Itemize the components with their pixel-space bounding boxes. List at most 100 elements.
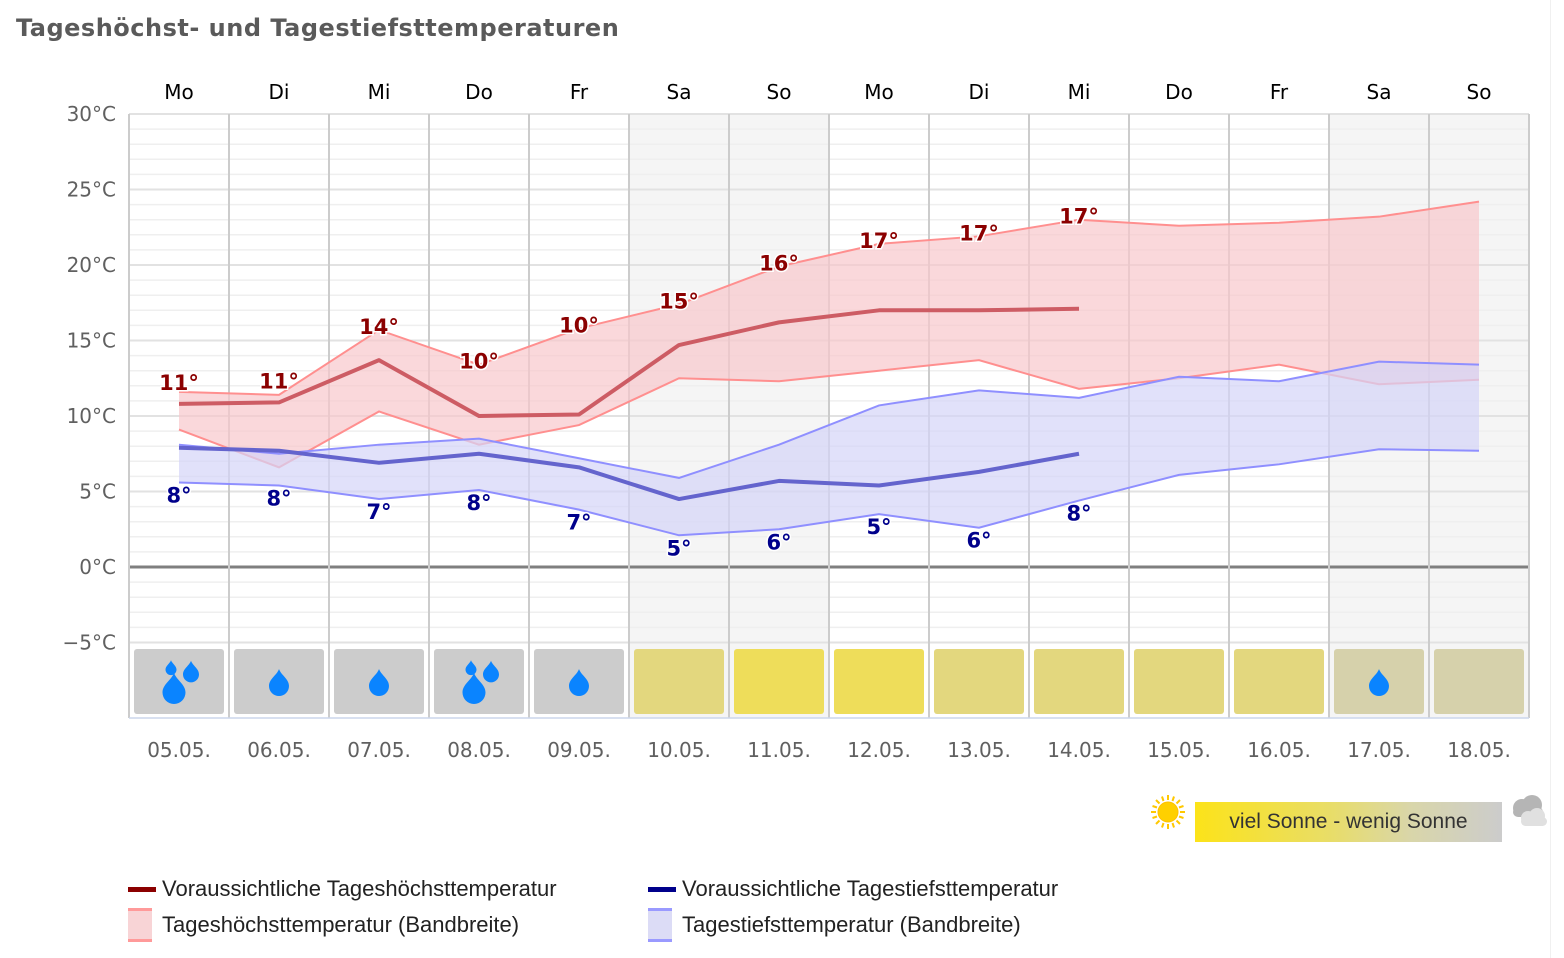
band-lower-line xyxy=(178,359,1480,469)
legend-label: Voraussichtliche Tageshöchsttemperatur xyxy=(162,876,557,901)
sunshine-box xyxy=(1234,649,1324,714)
y-axis-tick-labels: 30°C 25°C 20°C 15°C 10°C 5°C 0°C −5°C xyxy=(63,102,116,655)
weekday-label: Mo xyxy=(164,80,194,104)
weekday-label: Fr xyxy=(570,80,589,104)
sunshine-box xyxy=(1134,649,1224,714)
weather-cell xyxy=(334,649,424,714)
y-tick-label: 20°C xyxy=(67,253,116,277)
cloud-icon xyxy=(1513,795,1547,826)
sunshine-box xyxy=(934,649,1024,714)
rain-drop-icon xyxy=(369,669,389,696)
weekday-label: Fr xyxy=(1270,80,1289,104)
weather-cell xyxy=(734,649,824,714)
sunshine-box xyxy=(734,649,824,714)
x-tick-label: 05.05. xyxy=(147,738,211,762)
low-data-label: 6° xyxy=(766,530,791,554)
high-data-label: 10° xyxy=(459,350,499,374)
x-tick-label: 16.05. xyxy=(1247,738,1311,762)
weather-cell xyxy=(234,649,324,714)
y-tick-label: 15°C xyxy=(67,329,116,353)
low-data-label: 8° xyxy=(166,483,191,507)
band-upper-line xyxy=(178,360,1480,479)
weather-cell xyxy=(1134,649,1224,714)
rain-drop-icon xyxy=(1369,669,1389,696)
high-data-label: 14° xyxy=(359,315,399,339)
weekday-labels: Mo Di Mi Do Fr Sa So Mo Di Mi Do Fr Sa So xyxy=(164,80,1491,104)
rain-drop-shape xyxy=(165,660,177,676)
x-tick-label: 09.05. xyxy=(547,738,611,762)
heavy-rain-icon xyxy=(462,660,499,704)
legend-item-low-band[interactable]: Tagestiefsttemperatur (Bandbreite) xyxy=(648,908,1021,942)
weather-cell xyxy=(1334,649,1424,714)
y-tick-label: 0°C xyxy=(79,555,116,579)
low-forecast-line xyxy=(178,445,1080,502)
rain-drop-icon xyxy=(569,669,589,696)
legend-label: Tageshöchsttemperatur (Bandbreite) xyxy=(162,912,520,937)
x-tick-label: 18.05. xyxy=(1447,738,1511,762)
weekday-label: Mi xyxy=(1068,80,1091,104)
low-data-label: 6° xyxy=(966,529,991,553)
sunshine-scale-bar: viel Sonne - wenig Sonne xyxy=(1195,802,1502,842)
band-upper-line xyxy=(178,200,1480,396)
low-data-label: 5° xyxy=(866,515,891,539)
weekday-label: Di xyxy=(969,80,990,104)
x-tick-label: 17.05. xyxy=(1347,738,1411,762)
high-data-label: 15° xyxy=(659,289,699,313)
y-tick-label: −5°C xyxy=(63,631,116,655)
low-data-label: 8° xyxy=(466,491,491,515)
high-data-label: 17° xyxy=(1059,205,1099,229)
heavy-rain-icon xyxy=(162,660,199,704)
weather-row xyxy=(134,649,1524,714)
high-forecast-line xyxy=(178,306,1080,418)
weather-cell xyxy=(534,649,624,714)
weekday-label: So xyxy=(1467,80,1492,104)
rain-drop-shape xyxy=(465,660,477,676)
y-tick-label: 10°C xyxy=(67,404,116,428)
weekday-label: Sa xyxy=(1367,80,1392,104)
y-tick-label: 5°C xyxy=(79,480,116,504)
weather-cell xyxy=(1034,649,1124,714)
weather-cell xyxy=(1234,649,1324,714)
y-tick-label: 25°C xyxy=(67,178,116,202)
legend-line-swatch xyxy=(128,886,156,892)
band-area xyxy=(179,361,1479,536)
temperature-lines xyxy=(178,306,1080,502)
low-data-label: 8° xyxy=(1066,502,1091,526)
legend-item-high-forecast[interactable]: Voraussichtliche Tageshöchsttemperatur xyxy=(128,876,557,902)
weather-cell xyxy=(134,649,224,714)
weather-cell xyxy=(434,649,524,714)
rain-drop-shape xyxy=(569,669,589,696)
weekday-label: Mo xyxy=(864,80,894,104)
legend-item-low-forecast[interactable]: Voraussichtliche Tagestiefsttemperatur xyxy=(648,876,1058,902)
high-data-label: 11° xyxy=(259,369,299,393)
y-tick-label: 30°C xyxy=(67,102,116,126)
low-data-label: 7° xyxy=(366,500,391,524)
high-data-label: 17° xyxy=(959,221,999,245)
weekday-label: Di xyxy=(269,80,290,104)
sunshine-box xyxy=(634,649,724,714)
x-tick-label: 14.05. xyxy=(1047,738,1111,762)
legend-item-high-band[interactable]: Tageshöchsttemperatur (Bandbreite) xyxy=(128,908,519,942)
high-data-label: 16° xyxy=(759,252,799,276)
weather-cell xyxy=(1434,649,1524,714)
x-tick-label: 06.05. xyxy=(247,738,311,762)
band-area xyxy=(179,201,1479,468)
x-tick-label: 12.05. xyxy=(847,738,911,762)
legend-band-swatch xyxy=(648,908,672,942)
low-data-label: 5° xyxy=(666,536,691,560)
legend-band-swatch xyxy=(128,908,152,942)
rain-drop-shape xyxy=(162,672,186,704)
x-tick-label: 10.05. xyxy=(647,738,711,762)
sunshine-box xyxy=(1434,649,1524,714)
rain-drop-shape xyxy=(462,672,486,704)
weekday-label: Sa xyxy=(667,80,692,104)
legend-label: Voraussichtliche Tagestiefsttemperatur xyxy=(682,876,1059,901)
data-labels: 11° 11° 14° 10° 10° 15° 16° 17° 17° 17° 8° 8° 7° 8° 7°… xyxy=(158,203,1101,562)
high-data-label: 17° xyxy=(859,229,899,253)
rain-drop-shape xyxy=(369,669,389,696)
rain-drop-shape xyxy=(1369,669,1389,696)
high-data-label: 10° xyxy=(559,313,599,337)
weather-cell xyxy=(934,649,1024,714)
high-data-label: 11° xyxy=(159,371,199,395)
weather-cell xyxy=(634,649,724,714)
